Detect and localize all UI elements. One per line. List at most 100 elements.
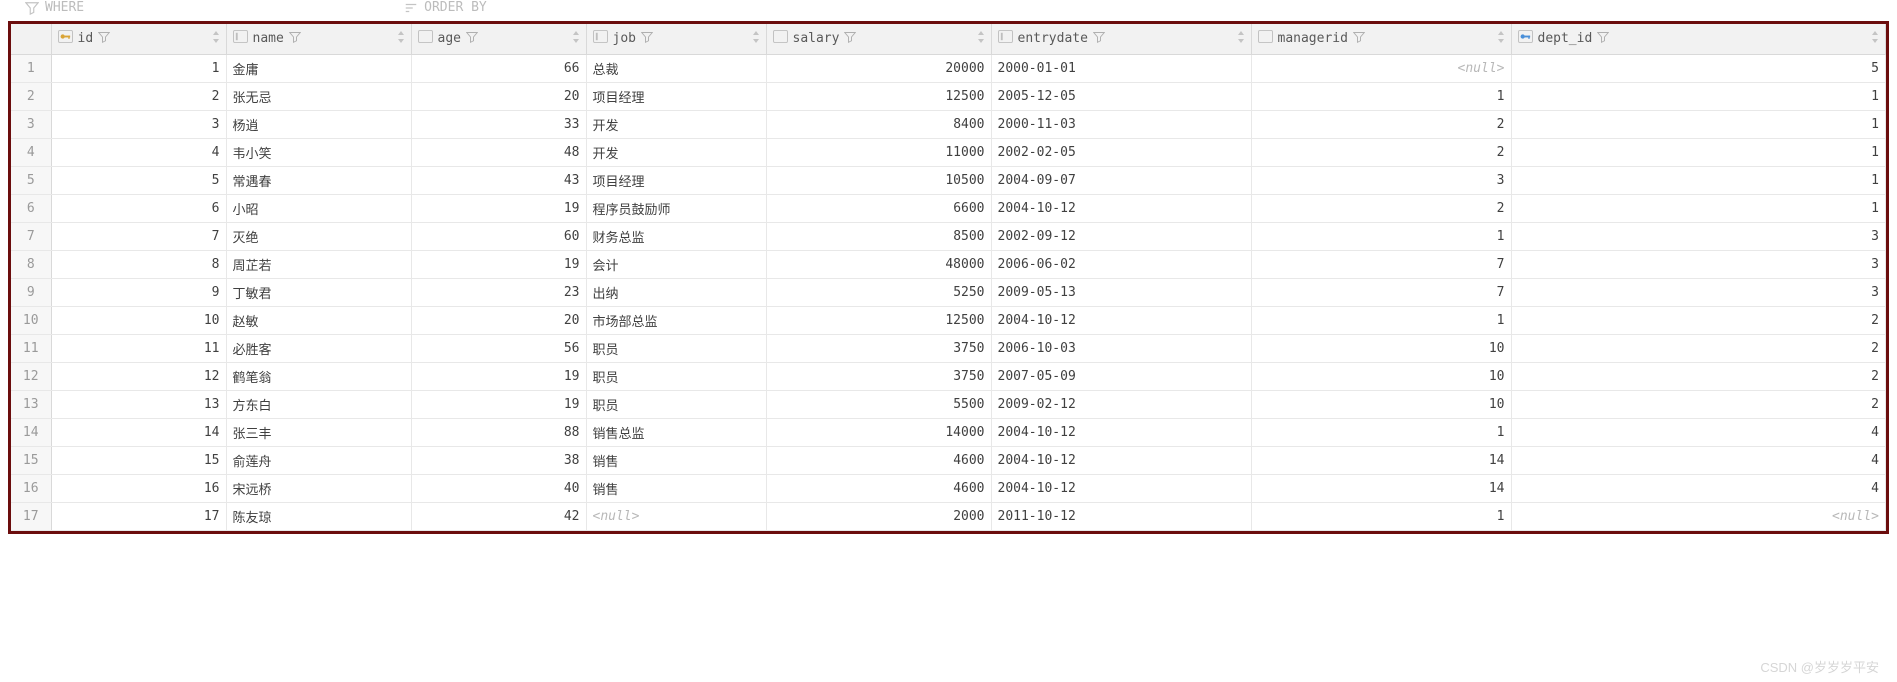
table-row[interactable]: 99丁敏君23出纳52502009-05-1373 — [11, 278, 1886, 306]
sort-icon[interactable] — [1871, 31, 1879, 46]
table-row[interactable]: 1010赵敏20市场部总监125002004-10-1212 — [11, 306, 1886, 334]
cell-salary[interactable]: 48000 — [766, 250, 991, 278]
cell-age[interactable]: 19 — [411, 362, 586, 390]
cell-job[interactable]: 职员 — [586, 390, 766, 418]
cell-id[interactable]: 8 — [51, 250, 226, 278]
cell-managerid[interactable]: 14 — [1251, 474, 1511, 502]
cell-age[interactable]: 56 — [411, 334, 586, 362]
cell-salary[interactable]: 4600 — [766, 446, 991, 474]
cell-entrydate[interactable]: 2009-02-12 — [991, 390, 1251, 418]
cell-managerid[interactable]: 2 — [1251, 138, 1511, 166]
cell-managerid[interactable]: 10 — [1251, 390, 1511, 418]
cell-name[interactable]: 陈友琼 — [226, 502, 411, 530]
cell-salary[interactable]: 5500 — [766, 390, 991, 418]
cell-entrydate[interactable]: 2000-11-03 — [991, 110, 1251, 138]
cell-dept_id[interactable]: 1 — [1511, 82, 1886, 110]
cell-id[interactable]: 3 — [51, 110, 226, 138]
cell-age[interactable]: 19 — [411, 250, 586, 278]
cell-id[interactable]: 6 — [51, 194, 226, 222]
cell-name[interactable]: 周芷若 — [226, 250, 411, 278]
cell-name[interactable]: 方东白 — [226, 390, 411, 418]
cell-entrydate[interactable]: 2007-05-09 — [991, 362, 1251, 390]
table-row[interactable]: 66小昭19程序员鼓励师66002004-10-1221 — [11, 194, 1886, 222]
cell-id[interactable]: 13 — [51, 390, 226, 418]
cell-age[interactable]: 66 — [411, 54, 586, 82]
cell-job[interactable]: 开发 — [586, 138, 766, 166]
cell-job[interactable]: 程序员鼓励师 — [586, 194, 766, 222]
cell-entrydate[interactable]: 2004-10-12 — [991, 194, 1251, 222]
sort-icon[interactable] — [1237, 31, 1245, 46]
cell-salary[interactable]: 20000 — [766, 54, 991, 82]
table-row[interactable]: 77灭绝60财务总监85002002-09-1213 — [11, 222, 1886, 250]
cell-job[interactable]: 项目经理 — [586, 166, 766, 194]
cell-job[interactable]: 职员 — [586, 362, 766, 390]
cell-job[interactable]: 市场部总监 — [586, 306, 766, 334]
cell-name[interactable]: 宋远桥 — [226, 474, 411, 502]
cell-name[interactable]: 张无忌 — [226, 82, 411, 110]
table-row[interactable]: 1313方东白19职员55002009-02-12102 — [11, 390, 1886, 418]
cell-salary[interactable]: 10500 — [766, 166, 991, 194]
cell-salary[interactable]: 6600 — [766, 194, 991, 222]
cell-managerid[interactable]: <null> — [1251, 54, 1511, 82]
cell-entrydate[interactable]: 2009-05-13 — [991, 278, 1251, 306]
cell-id[interactable]: 7 — [51, 222, 226, 250]
cell-name[interactable]: 小昭 — [226, 194, 411, 222]
cell-dept_id[interactable]: 2 — [1511, 390, 1886, 418]
table-row[interactable]: 33杨逍33开发84002000-11-0321 — [11, 110, 1886, 138]
cell-managerid[interactable]: 10 — [1251, 362, 1511, 390]
cell-managerid[interactable]: 7 — [1251, 278, 1511, 306]
column-header-salary[interactable]: salary — [766, 24, 991, 54]
cell-name[interactable]: 丁敏君 — [226, 278, 411, 306]
cell-age[interactable]: 88 — [411, 418, 586, 446]
filter-icon[interactable] — [641, 31, 653, 47]
filter-icon[interactable] — [98, 31, 110, 47]
cell-id[interactable]: 16 — [51, 474, 226, 502]
cell-age[interactable]: 33 — [411, 110, 586, 138]
cell-age[interactable]: 48 — [411, 138, 586, 166]
cell-salary[interactable]: 12500 — [766, 306, 991, 334]
sort-icon[interactable] — [572, 31, 580, 46]
cell-id[interactable]: 2 — [51, 82, 226, 110]
cell-entrydate[interactable]: 2004-10-12 — [991, 418, 1251, 446]
cell-dept_id[interactable]: 1 — [1511, 166, 1886, 194]
cell-dept_id[interactable]: 2 — [1511, 334, 1886, 362]
table-row[interactable]: 1414张三丰88销售总监140002004-10-1214 — [11, 418, 1886, 446]
cell-dept_id[interactable]: 3 — [1511, 250, 1886, 278]
cell-salary[interactable]: 14000 — [766, 418, 991, 446]
cell-name[interactable]: 韦小笑 — [226, 138, 411, 166]
cell-managerid[interactable]: 10 — [1251, 334, 1511, 362]
cell-name[interactable]: 张三丰 — [226, 418, 411, 446]
table-row[interactable]: 88周芷若19会计480002006-06-0273 — [11, 250, 1886, 278]
cell-managerid[interactable]: 2 — [1251, 194, 1511, 222]
cell-dept_id[interactable]: 2 — [1511, 306, 1886, 334]
cell-salary[interactable]: 4600 — [766, 474, 991, 502]
table-row[interactable]: 55常遇春43项目经理105002004-09-0731 — [11, 166, 1886, 194]
cell-managerid[interactable]: 1 — [1251, 82, 1511, 110]
cell-job[interactable]: 出纳 — [586, 278, 766, 306]
cell-dept_id[interactable]: 4 — [1511, 474, 1886, 502]
cell-managerid[interactable]: 1 — [1251, 502, 1511, 530]
cell-managerid[interactable]: 1 — [1251, 222, 1511, 250]
cell-job[interactable]: 销售 — [586, 474, 766, 502]
cell-dept_id[interactable]: 2 — [1511, 362, 1886, 390]
cell-id[interactable]: 14 — [51, 418, 226, 446]
table-row[interactable]: 44韦小笑48开发110002002-02-0521 — [11, 138, 1886, 166]
cell-job[interactable]: <null> — [586, 502, 766, 530]
sort-icon[interactable] — [1497, 31, 1505, 46]
cell-job[interactable]: 销售总监 — [586, 418, 766, 446]
cell-age[interactable]: 19 — [411, 194, 586, 222]
cell-name[interactable]: 鹤笔翁 — [226, 362, 411, 390]
cell-dept_id[interactable]: 3 — [1511, 278, 1886, 306]
table-row[interactable]: 11金庸66总裁200002000-01-01<null>5 — [11, 54, 1886, 82]
cell-age[interactable]: 42 — [411, 502, 586, 530]
cell-job[interactable]: 职员 — [586, 334, 766, 362]
sort-icon[interactable] — [397, 31, 405, 46]
sort-icon[interactable] — [977, 31, 985, 46]
table-row[interactable]: 1515俞莲舟38销售46002004-10-12144 — [11, 446, 1886, 474]
column-header-managerid[interactable]: managerid — [1251, 24, 1511, 54]
cell-entrydate[interactable]: 2002-02-05 — [991, 138, 1251, 166]
cell-entrydate[interactable]: 2000-01-01 — [991, 54, 1251, 82]
cell-name[interactable]: 杨逍 — [226, 110, 411, 138]
cell-entrydate[interactable]: 2002-09-12 — [991, 222, 1251, 250]
cell-job[interactable]: 总裁 — [586, 54, 766, 82]
